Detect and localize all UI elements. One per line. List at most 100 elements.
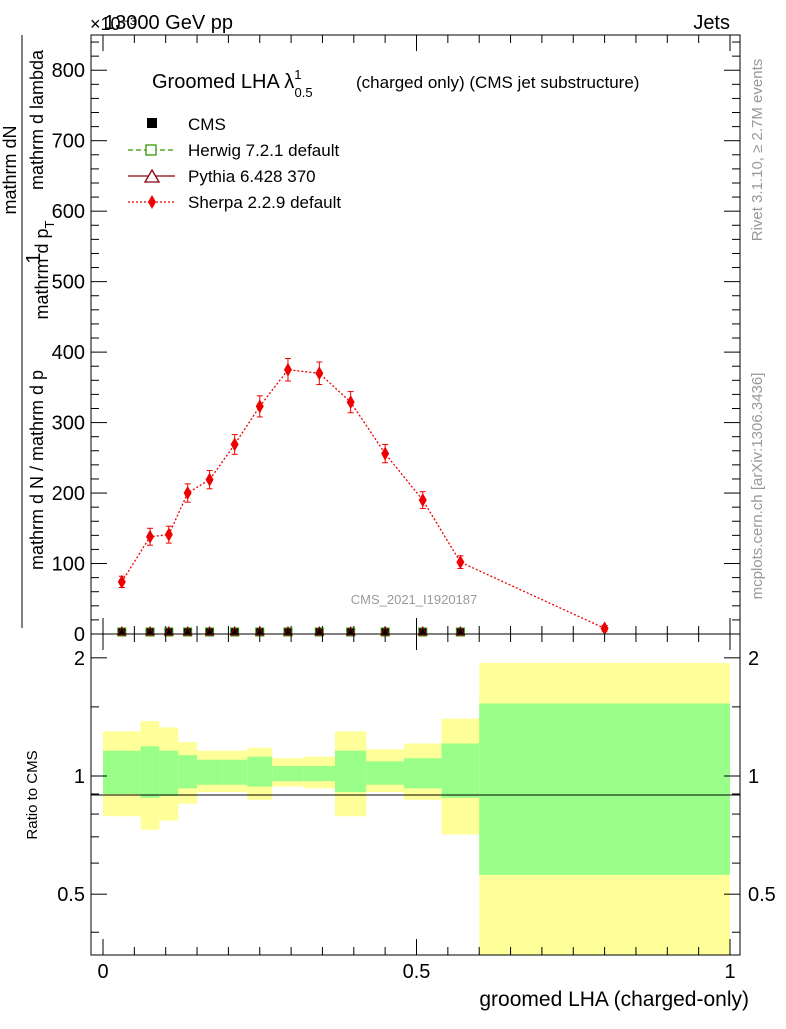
pythia-data-point — [145, 625, 155, 636]
cms-data-point — [346, 628, 355, 636]
sherpa-data-point — [456, 555, 465, 570]
ratio-band-inner — [178, 755, 198, 789]
sherpa-data-point — [205, 472, 214, 487]
y-label-tail: mathrm d lambda — [27, 49, 47, 190]
sherpa-data-point — [117, 574, 126, 589]
main-y-tick-label: 500 — [52, 272, 85, 294]
pythia-data-point — [204, 625, 215, 636]
ratio-band-inner — [103, 750, 141, 794]
y-label-numerator-one: 1 — [23, 252, 45, 263]
cms-data-point — [255, 628, 264, 636]
main-series-group — [117, 357, 609, 637]
legend-herwig-marker — [145, 144, 157, 156]
sherpa-data-point — [183, 486, 192, 501]
pythia-data-point — [455, 625, 466, 636]
cms-data-point — [146, 628, 155, 636]
cms-data-point — [230, 628, 239, 636]
pythia-data-point — [314, 625, 325, 636]
sherpa-data-point — [146, 529, 155, 544]
cms-data-point — [164, 628, 173, 636]
main-y-tick-label: 600 — [52, 201, 85, 223]
legend: CMS Herwig 7.2.1 default Pythia 6.428 37… — [128, 115, 341, 212]
ratio-plot-frame — [90, 633, 741, 956]
ratio-band-inner — [197, 759, 223, 785]
main-y-axis-label: 1 mathrm dN mathrm d lambda mathrm d pT … — [0, 35, 57, 628]
ratio-y-tick-label-left: 0.5 — [57, 884, 85, 906]
channel-label: Jets — [693, 12, 730, 34]
ratio-band-inner — [334, 750, 367, 793]
energy-label: 13000 GeV pp — [104, 12, 233, 34]
sherpa-series-line — [121, 369, 605, 629]
sherpa-data-point — [164, 527, 173, 542]
y-label-denominator: mathrm d N / mathrm d p — [27, 370, 47, 570]
ratio-band-inner — [303, 766, 335, 782]
main-y-tick-label: 400 — [52, 342, 85, 364]
ratio-band-inner — [479, 703, 730, 875]
pythia-data-point — [164, 625, 174, 636]
legend-cms-label: CMS — [188, 115, 226, 134]
ratio-band-inner — [159, 750, 179, 796]
ratio-band-inner — [403, 758, 442, 789]
pythia-data-point — [345, 625, 356, 636]
cms-data-point — [283, 628, 292, 636]
cms-data-point — [456, 628, 465, 636]
main-y-axis: 0 100 200 300 400 500 600 700 800 — [52, 41, 740, 646]
sherpa-data-point — [381, 446, 390, 461]
pythia-data-point — [417, 625, 428, 636]
legend-herwig-label: Herwig 7.2.1 default — [188, 141, 339, 160]
ratio-y-tick-label-right: 0.5 — [748, 884, 776, 906]
ratio-plot-panel: 0.5 0.51 12 2 0 0.5 1 Ratio to CMS groomed LH… — [24, 633, 776, 1011]
ratio-x-tick-label: 1 — [724, 961, 735, 983]
pythia-data-point — [182, 625, 193, 636]
sherpa-data-point — [283, 362, 292, 377]
sherpa-data-point — [346, 395, 355, 410]
legend-cms-marker — [147, 118, 157, 128]
ratio-x-tick-label: 0.5 — [403, 961, 431, 983]
cms-data-point — [117, 628, 126, 636]
ratio-band-inner — [366, 761, 404, 785]
ratio-x-tick-label: 0 — [97, 961, 108, 983]
legend-pythia-label: Pythia 6.428 370 — [188, 167, 316, 186]
sherpa-data-point — [255, 399, 264, 414]
ratio-y-tick-label-left: 2 — [74, 648, 85, 670]
ratio-y-tick-label-right: 2 — [748, 648, 759, 670]
rivet-version-label: Rivet 3.1.10, ≥ 2.7M events — [749, 59, 766, 242]
ratio-band-inner — [222, 759, 248, 785]
pythia-data-point — [283, 625, 293, 636]
main-y-tick-label: 200 — [52, 483, 85, 505]
main-y-tick-label: 700 — [52, 131, 85, 153]
main-y-tick-label: 0 — [74, 624, 85, 646]
ratio-band-inner — [140, 746, 160, 798]
legend-pythia-marker — [143, 168, 161, 183]
mcplots-label: mcplots.cern.ch [arXiv:1306.3436] — [749, 373, 766, 600]
cms-data-point — [205, 628, 214, 636]
ratio-band-inner — [247, 756, 273, 787]
ratio-y-tick-label-left: 1 — [74, 766, 85, 788]
pythia-data-point — [229, 625, 240, 636]
sherpa-data-point — [315, 366, 324, 381]
ratio-y-tick-label-right: 1 — [748, 766, 759, 788]
legend-sherpa-marker — [148, 195, 156, 209]
ratio-x-axis: 0 0.5 1 — [97, 634, 736, 983]
main-y-tick-label: 100 — [52, 554, 85, 576]
sherpa-data-point — [230, 437, 239, 452]
ratio-bands — [103, 663, 730, 955]
cms-data-point — [381, 628, 390, 636]
main-plot-panel: 0 100 200 300 400 500 600 700 800 Groomed LHA λ1… — [52, 34, 741, 646]
x-axis-label: groomed LHA (charged-only) — [479, 988, 749, 1011]
legend-sherpa-label: Sherpa 2.2.9 default — [188, 193, 341, 212]
ratio-band-inner — [441, 743, 480, 798]
cms-data-point — [315, 628, 324, 636]
y-exponent-label: ×10⁻³ — [90, 14, 136, 34]
main-y-tick-label: 300 — [52, 413, 85, 435]
sherpa-data-point — [418, 493, 427, 508]
main-y-tick-label: 800 — [52, 60, 85, 82]
cms-data-point — [183, 628, 192, 636]
pythia-data-point — [117, 625, 127, 636]
ratio-band-inner — [272, 766, 304, 782]
analysis-watermark: CMS_2021_I1920187 — [351, 592, 478, 607]
ratio-y-axis: 0.5 0.5 1 1 2 2 — [57, 648, 776, 933]
cms-data-point — [418, 628, 427, 636]
plot-title: Groomed LHA λ1 0.5 — [152, 67, 313, 100]
